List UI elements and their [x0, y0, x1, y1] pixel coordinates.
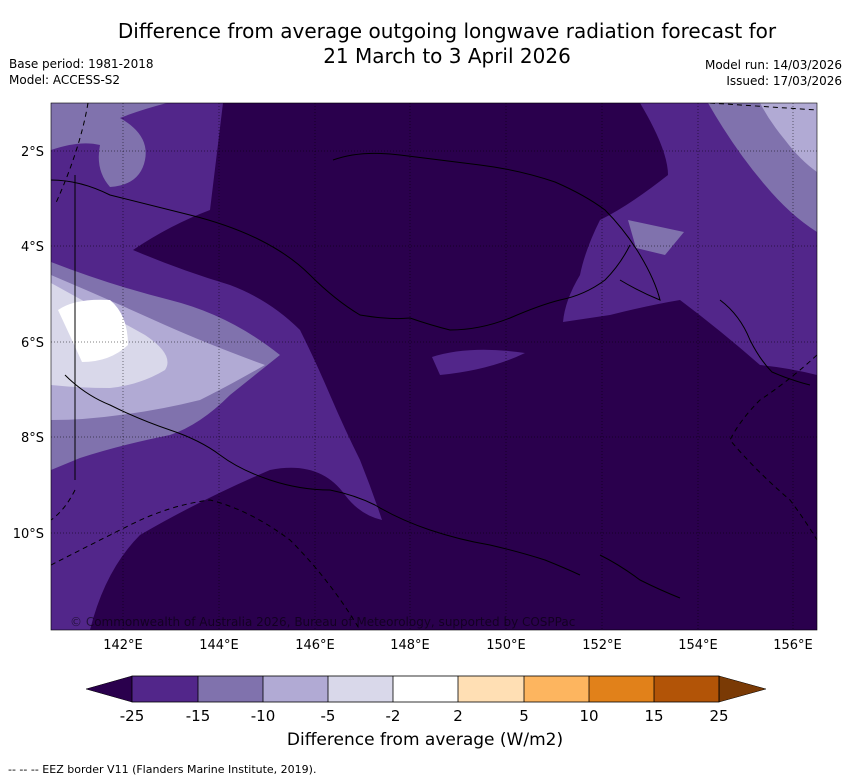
new-britain-coast [332, 152, 661, 301]
band-m10-m5-ne [760, 103, 817, 172]
graticule [51, 103, 817, 630]
colorbar-bin-3 [263, 676, 328, 702]
map-title: Difference from average outgoing longwav… [0, 19, 850, 69]
lat-labels: 2°S 4°S 6°S 8°S 10°S [13, 145, 44, 542]
title-line-2: 21 March to 3 April 2026 [323, 44, 571, 68]
colorbar-tick-p10: 10 [579, 707, 598, 725]
model-name: Model: ACCESS-S2 [9, 73, 121, 87]
issued-date: Issued: 17/03/2026 [726, 74, 842, 88]
eez-line-w [51, 489, 76, 521]
lon-label-142e: 142°E [103, 638, 143, 653]
band-m15-m10-nw [51, 103, 167, 187]
lon-label-148e: 148°E [390, 638, 430, 653]
lon-label-154e: 154°E [678, 638, 718, 653]
colorbar-bin-6 [458, 676, 524, 702]
eez-line-e [729, 354, 817, 541]
colorbar-tick-m25: -25 [120, 707, 145, 725]
lon-label-150e: 150°E [486, 638, 526, 653]
bougainville-coast [719, 299, 811, 386]
colorbar-tick-p15: 15 [644, 707, 663, 725]
colorbar-tick-p5: 5 [519, 707, 529, 725]
colorbar-frame [131, 675, 720, 703]
model-run: Model run: 14/03/2026 [704, 58, 842, 72]
map-frame [50, 102, 818, 631]
colorbar: -25 -15 -10 -5 -2 2 5 10 15 25 [85, 675, 767, 725]
band-m25-m15-tongue [432, 349, 525, 375]
colorbar-bin-5 [393, 676, 458, 702]
lon-label-152e: 152°E [582, 638, 622, 653]
colorbar-bin-8 [589, 676, 654, 702]
colorbar-tick-m2: -2 [386, 707, 401, 725]
lon-label-144e: 144°E [199, 638, 239, 653]
colorbar-bin-4 [328, 676, 393, 702]
southeast-islands-coast [599, 554, 681, 599]
eez-borders [51, 103, 817, 630]
colorbar-bin-1 [132, 676, 198, 702]
colorbar-tick-labels: -25 -15 -10 -5 -2 2 5 10 15 25 [120, 707, 729, 725]
title-line-1: Difference from average outgoing longwav… [117, 19, 777, 43]
forecast-field: © Commonwealth of Australia 2026, Bureau… [51, 103, 817, 630]
lon-label-146e: 146°E [295, 638, 335, 653]
colorbar-extend-high [718, 675, 767, 703]
meta-right: Model run: 14/03/2026 Issued: 17/03/2026 [705, 57, 842, 89]
lat-label-4s: 4°S [21, 240, 44, 255]
eez-line-sw [51, 499, 361, 630]
colorbar-bin-7 [524, 676, 589, 702]
colorbar-dividers [197, 676, 655, 702]
colorbar-bin-9 [654, 676, 719, 702]
colorbar-title: Difference from average (W/m2) [286, 730, 564, 750]
lat-label-2s: 2°S [21, 145, 44, 160]
base-period: Base period: 1981-2018 [9, 57, 154, 71]
lon-label-156e: 156°E [773, 638, 813, 653]
eez-legend: -- -- -- EEZ border V11 (Flanders Marine… [8, 763, 317, 776]
meta-left: Base period: 1981-2018 Model: ACCESS-S2 [9, 56, 154, 88]
colorbar-tick-m10: -10 [251, 707, 276, 725]
colorbar-tick-m15: -15 [186, 707, 211, 725]
eez-line-nw [54, 103, 89, 206]
lat-label-10s: 10°S [13, 527, 44, 542]
new-guinea-north-coast [51, 179, 631, 331]
new-guinea-south-coast [64, 374, 581, 576]
lon-labels: 142°E 144°E 146°E 148°E 150°E 152°E 154°… [103, 638, 813, 653]
lat-label-8s: 8°S [21, 431, 44, 446]
colorbar-bin-2 [198, 676, 263, 702]
coastlines [51, 152, 811, 599]
colorbar-tick-p25: 25 [709, 707, 728, 725]
colorbar-extend-low [85, 675, 133, 703]
map-attribution: © Commonwealth of Australia 2026, Bureau… [70, 615, 575, 629]
colorbar-tick-m5: -5 [321, 707, 336, 725]
lat-label-6s: 6°S [21, 336, 44, 351]
colorbar-tick-p2: 2 [453, 707, 463, 725]
